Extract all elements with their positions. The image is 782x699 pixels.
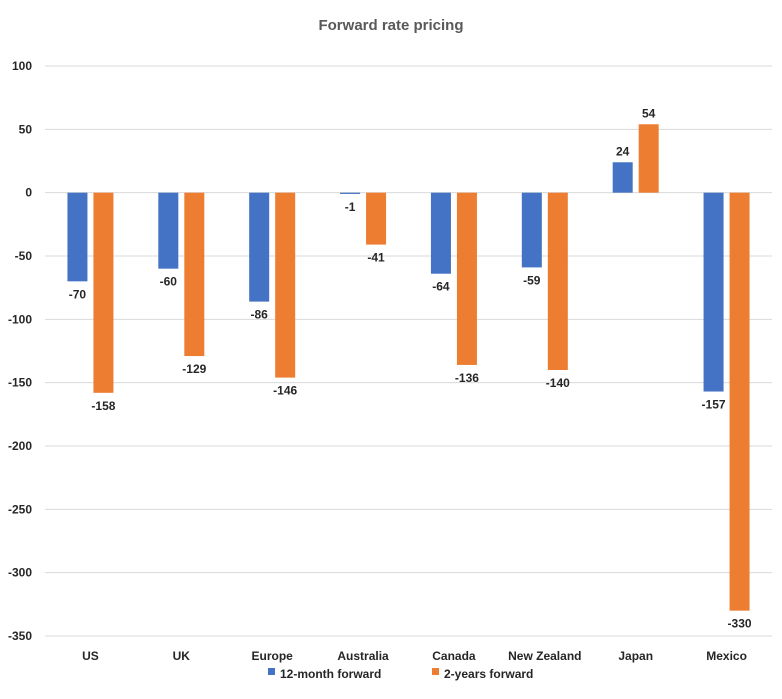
bars [67,124,750,611]
bar-12-month-uk [158,192,179,269]
data-label: -59 [523,273,541,287]
x-category-label: US [82,649,99,663]
bar-12-month-canada [430,192,451,274]
y-axis-tick-labels: 100 50 0 -50 -100 -150 -200 -250 -300 -350 [8,59,32,643]
data-label: -86 [251,308,269,322]
bar-2-years-japan [638,124,659,193]
data-label: -136 [455,371,479,385]
y-tick-label: -100 [8,312,32,326]
data-label: -129 [182,362,206,376]
x-category-label: Australia [337,649,389,663]
y-tick-label: 100 [12,59,32,73]
x-category-label: New Zealand [508,649,581,663]
data-label: -330 [728,617,752,631]
bar-2-years-new-zealand [547,192,568,370]
y-tick-label: -250 [8,502,32,516]
legend-entry: 12-month forward [280,667,381,681]
bar-2-years-mexico [729,192,750,611]
x-category-label: Japan [618,649,653,663]
bar-12-month-japan [612,162,633,193]
data-label: -41 [367,251,385,265]
legend-swatch [432,668,439,675]
bar-12-month-australia [340,192,361,194]
data-label: -70 [69,287,87,301]
y-tick-label: -350 [8,629,32,643]
y-tick-label: 50 [19,122,33,136]
data-labels: -70 -158 -60 -129 -86 -146 -1 -41 -64 -136 -59 -140… [69,106,752,630]
legend-entry: 2-years forward [444,667,533,681]
chart-title: Forward rate pricing [318,17,463,34]
bar-12-month-us [67,192,88,282]
x-category-label: UK [173,649,191,663]
y-tick-label: 0 [25,186,32,200]
x-category-label: Europe [252,649,294,663]
bar-2-years-us [93,192,114,393]
data-label: -64 [432,280,450,294]
y-tick-label: -50 [15,249,33,263]
data-label: -158 [91,399,115,413]
data-label: -1 [345,200,356,214]
bar-2-years-canada [456,192,477,365]
x-category-label: Canada [432,649,476,663]
data-label: 24 [616,144,630,158]
x-category-label: Mexico [706,649,747,663]
legend-swatch [268,668,275,675]
data-label: -146 [273,384,297,398]
bar-2-years-australia [366,192,387,245]
bar-12-month-new-zealand [521,192,542,268]
x-axis-category-labels: US UK Europe Australia Canada New Zealand Japa… [82,649,747,663]
data-label: -140 [546,376,570,390]
data-label: -157 [702,398,726,412]
bar-12-month-europe [249,192,270,302]
data-label: 54 [642,106,656,120]
bar-2-years-uk [184,192,205,357]
bar-2-years-europe [275,192,296,378]
data-label: -60 [160,275,178,289]
bar-12-month-mexico [703,192,724,392]
y-tick-label: -200 [8,439,32,453]
y-tick-label: -300 [8,566,32,580]
legend: 12-month forward 2-years forward [268,667,533,681]
y-tick-label: -150 [8,376,32,390]
